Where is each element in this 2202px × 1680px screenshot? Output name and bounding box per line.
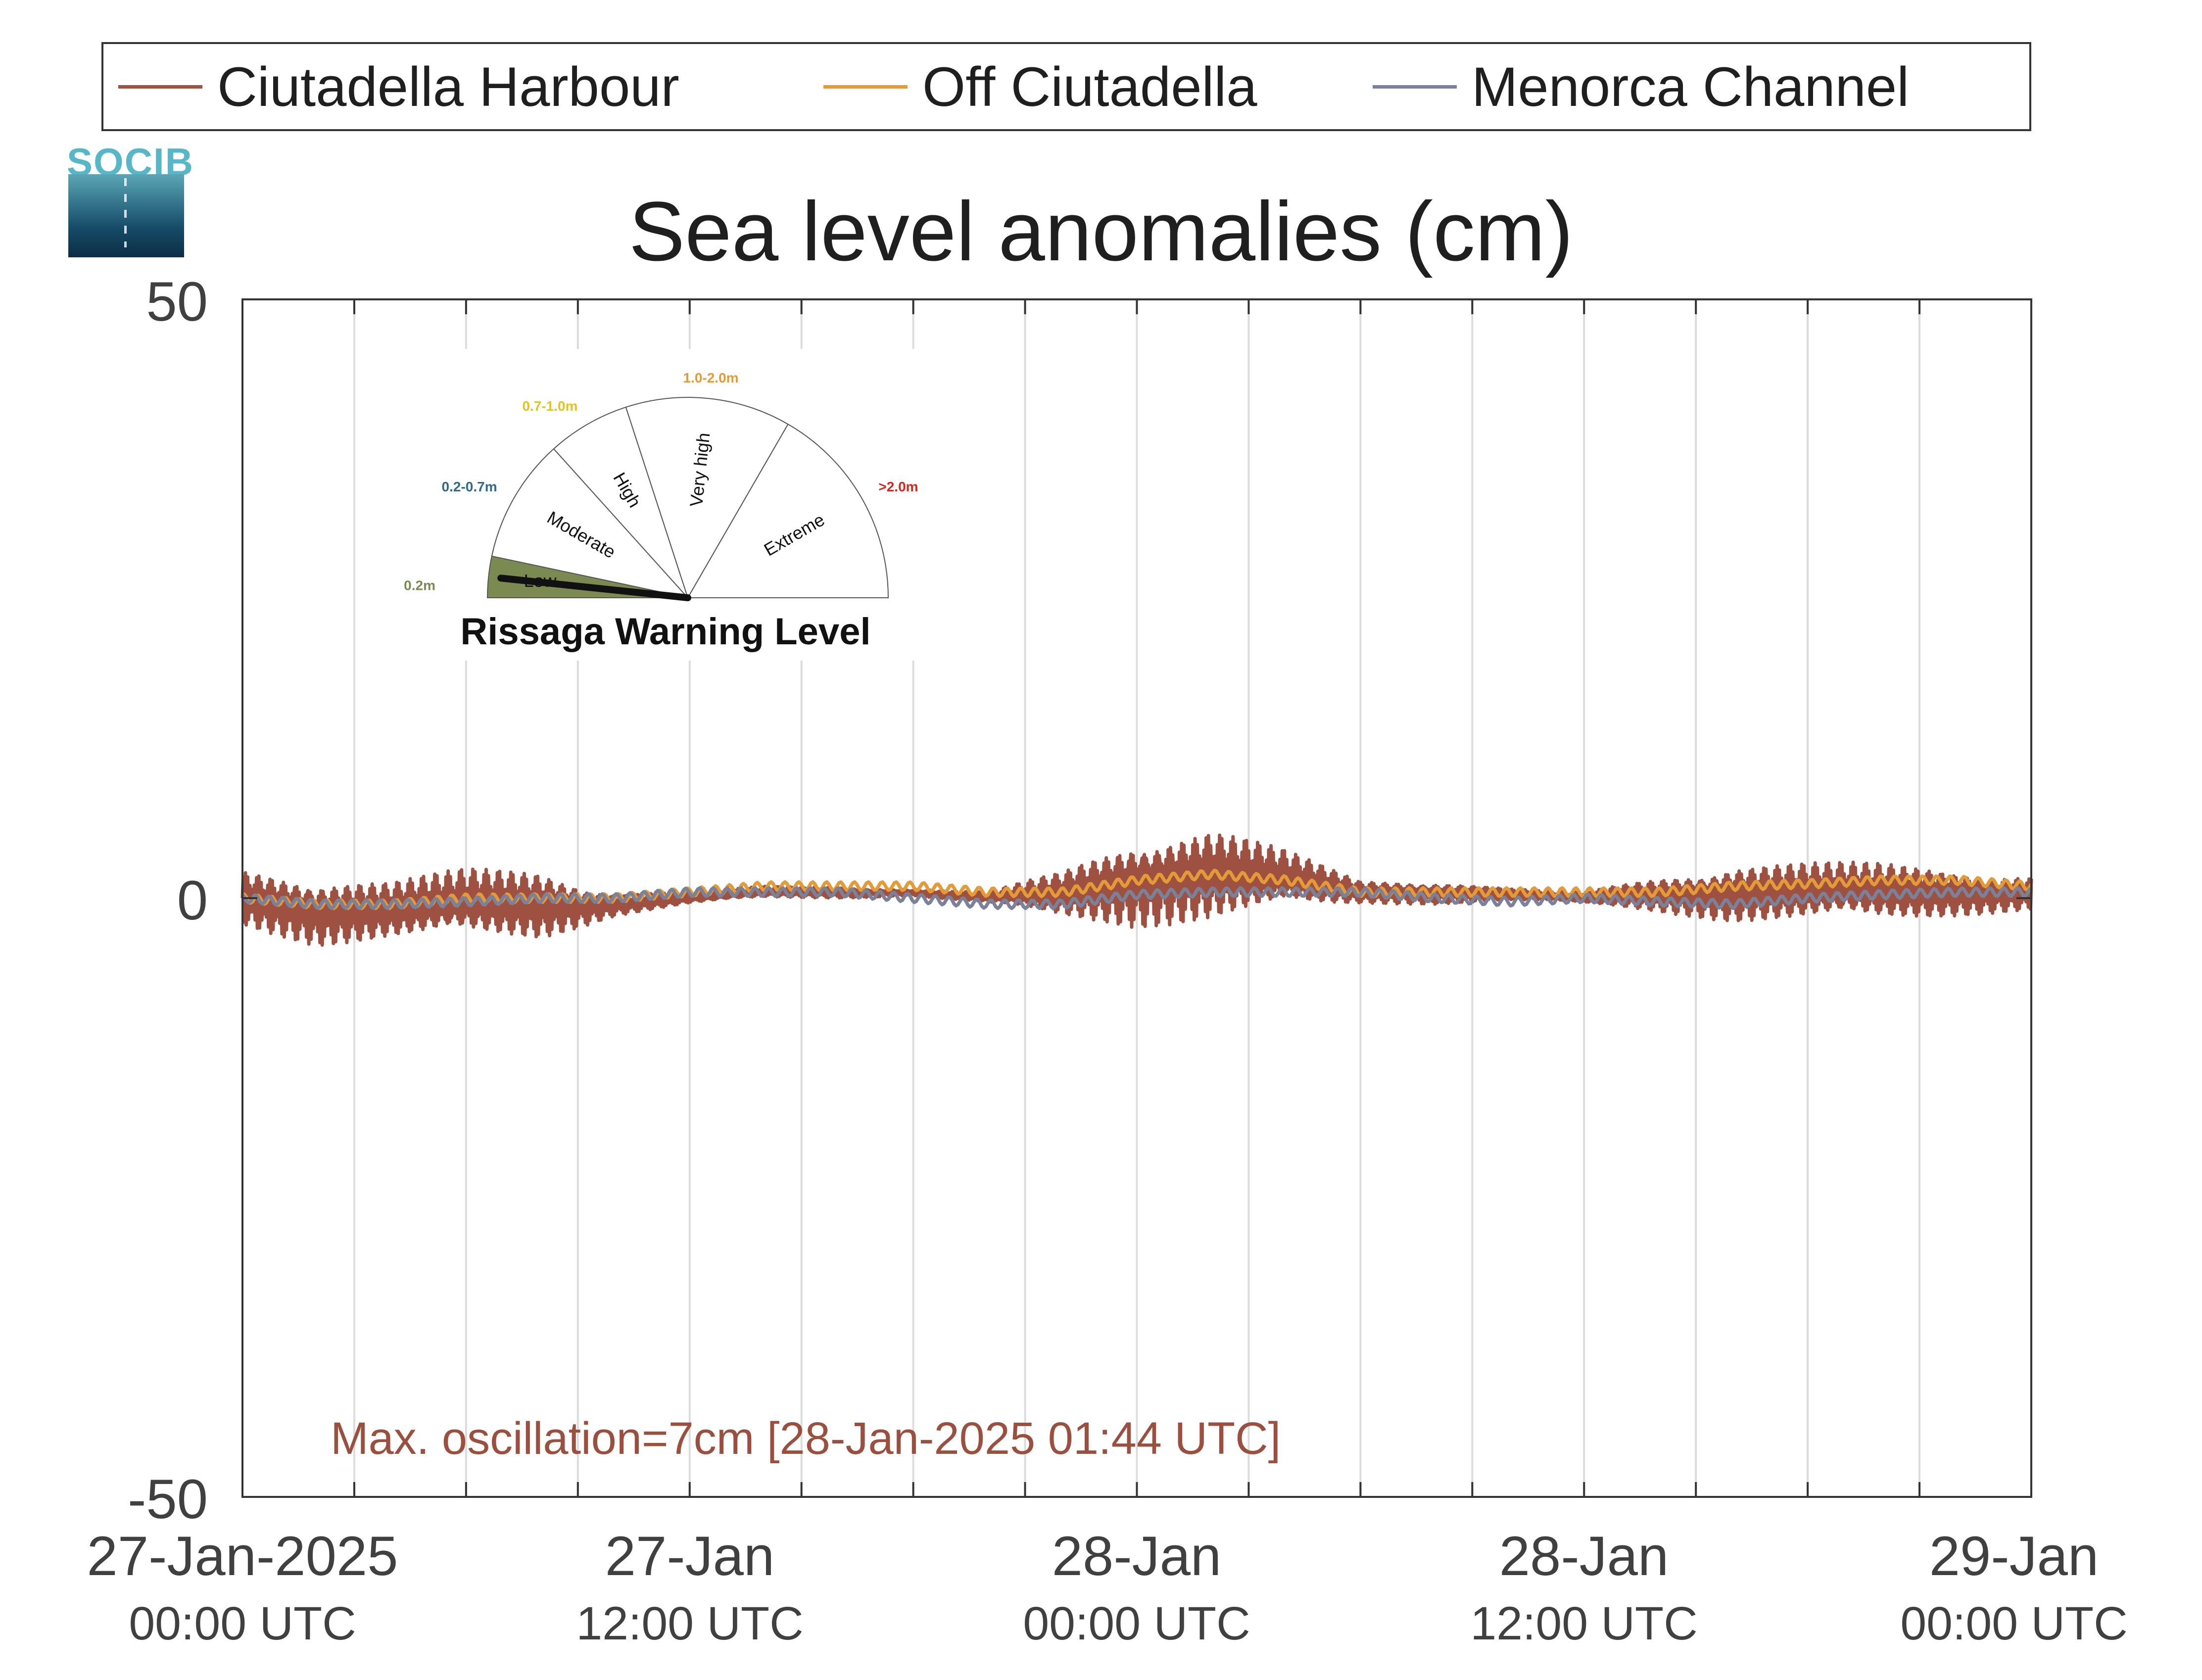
legend: Ciutadella Harbour Off Ciutadella Menorc… <box>101 42 2031 131</box>
legend-item-menorca-channel: Menorca Channel <box>1373 44 1909 129</box>
x-tick-time: 00:00 UTC <box>1023 1597 1250 1650</box>
max-oscillation-annotation: Max. oscillation=7cm [28-Jan-2025 01:44 … <box>331 1413 1281 1464</box>
socib-logo: SOCIB <box>67 140 193 258</box>
x-tick-label: 29-Jan 00:00 UTC <box>1833 1524 2195 1651</box>
axis-tickmarks <box>241 298 2032 1498</box>
gauge-range-label: 0.7-1.0m <box>522 398 577 414</box>
legend-label: Off Ciutadella <box>922 55 1257 118</box>
gauge-title: Rissaga Warning Level <box>460 611 871 653</box>
gauge-needle <box>497 575 691 601</box>
gauge-range-label: 1.0-2.0m <box>683 370 738 385</box>
legend-swatch <box>1373 85 1457 89</box>
gauge-graphic: Low<0.2mModerate0.2-0.7mHigh0.7-1.0mVery… <box>403 370 918 601</box>
x-tick-date: 27-Jan-2025 <box>87 1525 398 1587</box>
series-line-menorca-channel <box>241 886 2033 911</box>
x-tick-date: 29-Jan <box>1929 1525 2099 1587</box>
x-tick-time: 12:00 UTC <box>576 1597 804 1650</box>
chart-title: Sea level anomalies (cm) <box>628 185 1574 279</box>
gauge-sector-high <box>553 406 688 598</box>
gauge-sector-moderate <box>491 448 689 599</box>
x-tick-time: 00:00 UTC <box>1900 1597 2128 1650</box>
x-tick-date: 28-Jan <box>1499 1525 1669 1587</box>
x-tick-date: 27-Jan <box>605 1525 775 1587</box>
legend-swatch <box>118 85 202 89</box>
y-tick-label: 50 <box>146 271 208 333</box>
legend-label: Menorca Channel <box>1472 55 1910 118</box>
x-tick-label: 28-Jan 00:00 UTC <box>939 1524 1335 1651</box>
series-layer <box>240 833 2033 947</box>
legend-label: Ciutadella Harbour <box>217 55 679 118</box>
x-tick-date: 28-Jan <box>1052 1525 1222 1587</box>
gauge-range-label: >2.0m <box>878 479 918 494</box>
gauge-sector-very-high <box>625 397 789 599</box>
legend-item-off-ciutadella: Off Ciutadella <box>823 44 1257 129</box>
legend-swatch <box>823 85 908 89</box>
rissaga-warning-gauge: Low<0.2mModerate0.2-0.7mHigh0.7-1.0mVery… <box>403 349 928 661</box>
gauge-range-label: 0.2-0.7m <box>442 479 497 494</box>
x-tick-label: 27-Jan-2025 00:00 UTC <box>45 1524 440 1651</box>
x-tick-time: 00:00 UTC <box>129 1597 356 1650</box>
x-tick-time: 12:00 UTC <box>1470 1597 1698 1650</box>
legend-item-ciutadella-harbour: Ciutadella Harbour <box>118 44 679 129</box>
logo-graphic-ticks <box>124 178 127 247</box>
x-tick-label: 27-Jan 12:00 UTC <box>492 1524 888 1651</box>
y-tick-label: -50 <box>128 1468 208 1530</box>
gauge-range-label: <0.2m <box>403 577 435 593</box>
y-tick-label: 0 <box>177 869 208 931</box>
x-tick-label: 28-Jan 12:00 UTC <box>1386 1524 1782 1651</box>
gauge-sector-extreme <box>687 423 889 598</box>
